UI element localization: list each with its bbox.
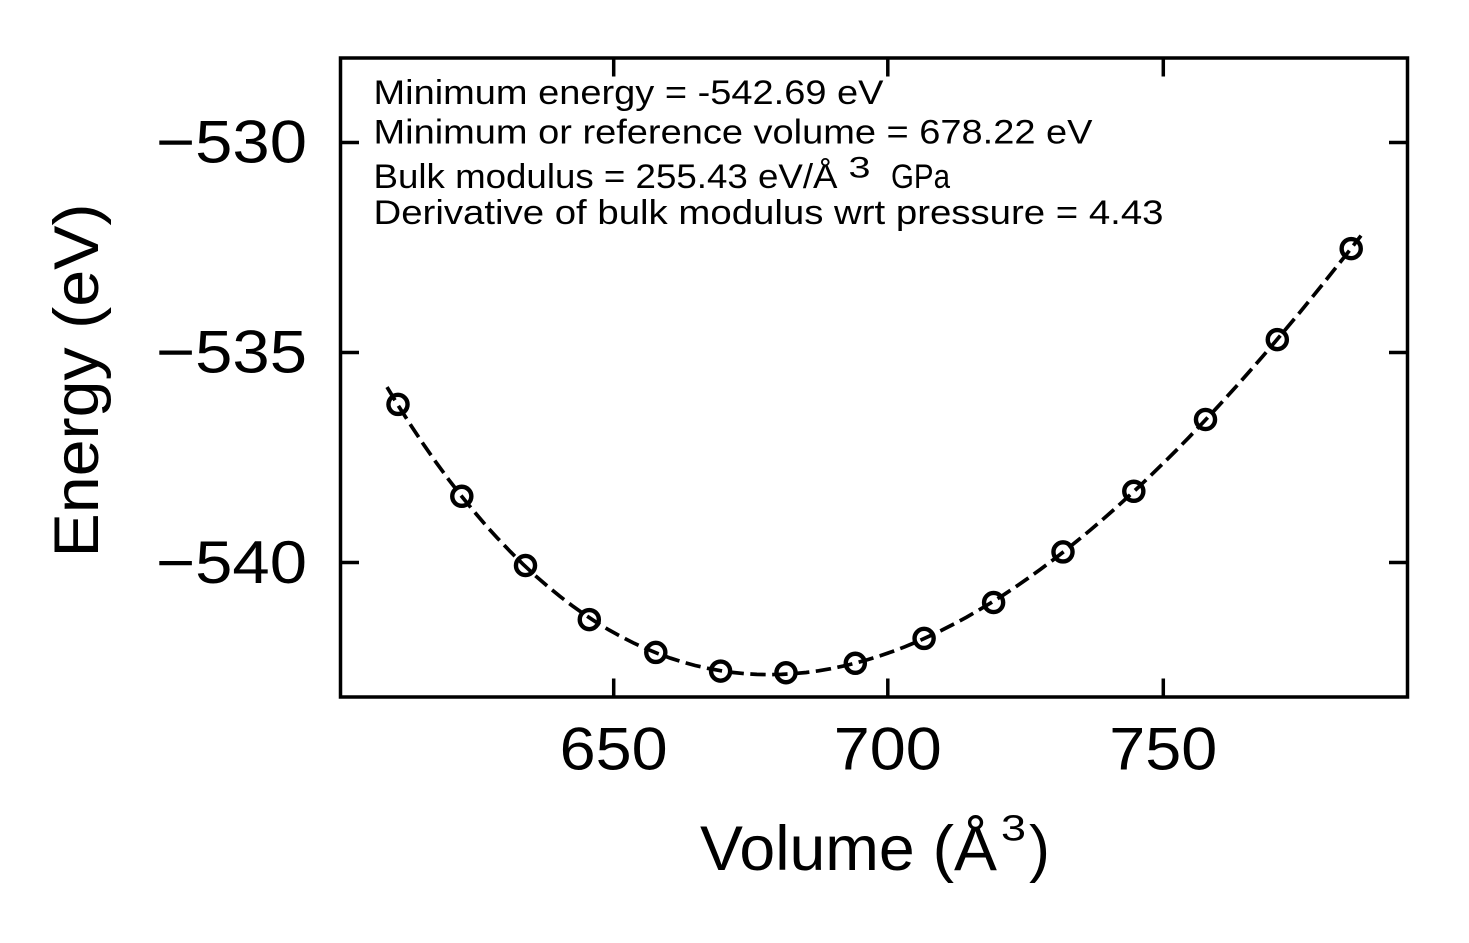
svg-text:Energy (eV): Energy (eV) (42, 204, 112, 558)
svg-text:Minimum energy = -542.69 eV: Minimum energy = -542.69 eV (374, 74, 884, 112)
svg-text:−540: −540 (156, 529, 307, 596)
svg-text:700: 700 (834, 716, 942, 783)
svg-text:750: 750 (1109, 716, 1217, 783)
svg-text:−535: −535 (156, 319, 307, 386)
svg-text:650: 650 (560, 716, 668, 783)
svg-text:Derivative of bulk modulus wrt: Derivative of bulk modulus wrt pressure … (374, 194, 1164, 232)
svg-text:3: 3 (1001, 808, 1026, 849)
svg-text:GPa: GPa (891, 158, 950, 196)
svg-text:Volume (Å: Volume (Å (700, 814, 997, 884)
svg-text:3: 3 (849, 152, 871, 185)
svg-text:Bulk modulus = 255.43 eV/Å: Bulk modulus = 255.43 eV/Å (374, 158, 838, 196)
svg-text:): ) (1029, 814, 1050, 884)
svg-text:Minimum or reference volume =: Minimum or reference volume = 678.22 eV (374, 113, 1093, 151)
svg-text:−530: −530 (156, 109, 307, 176)
